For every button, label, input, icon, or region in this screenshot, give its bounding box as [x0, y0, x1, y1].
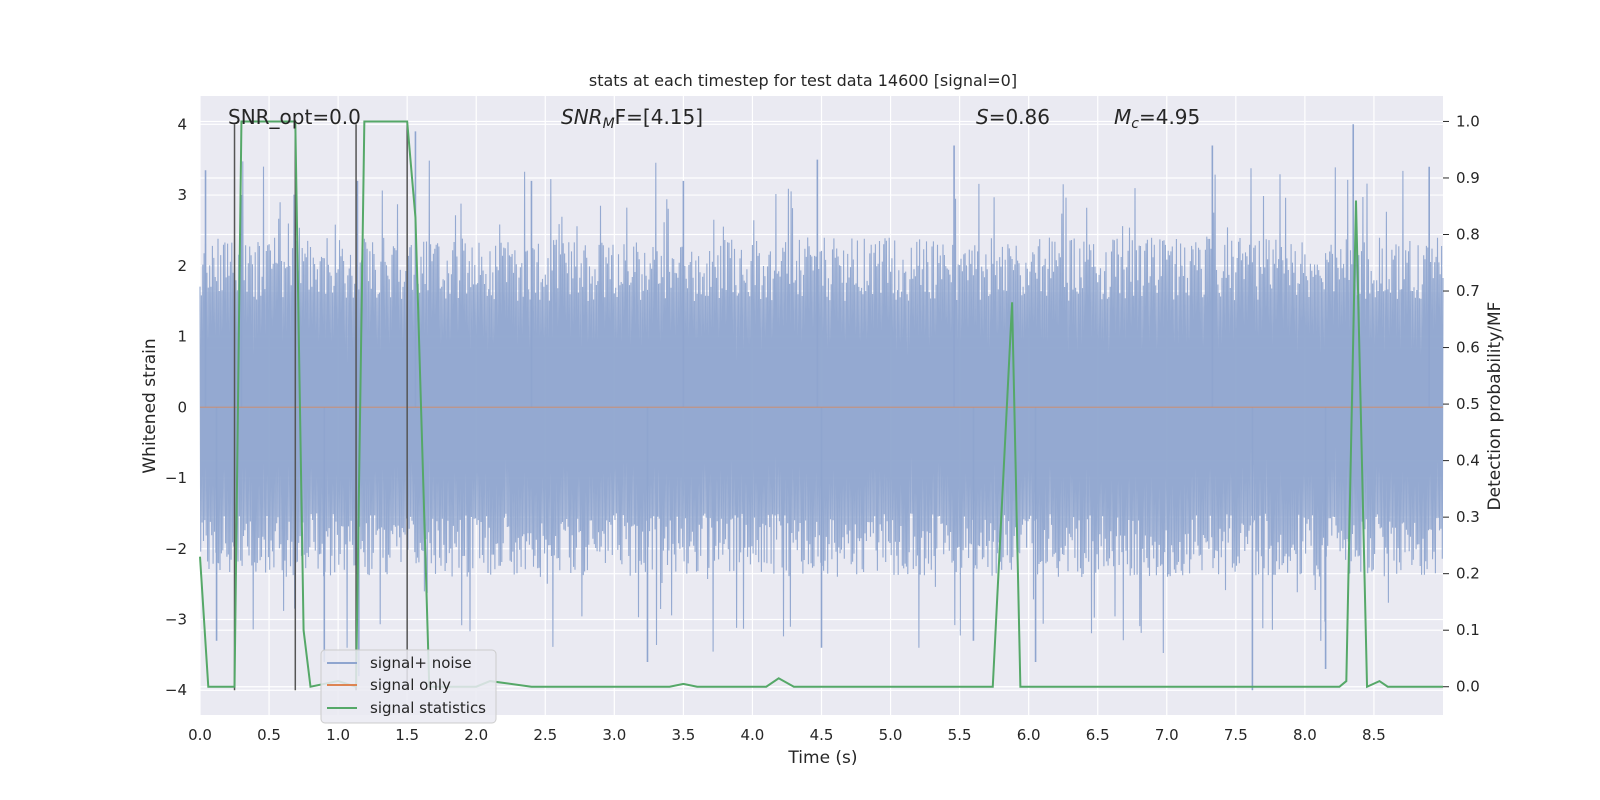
- right-y-tick-label: 0.9: [1456, 169, 1480, 187]
- annotation-s-rest: =0.86: [989, 105, 1050, 129]
- signal-statistics-line: [199, 120, 1443, 689]
- right-y-tick-label: 1.0: [1456, 112, 1480, 130]
- x-tick-label: 0.0: [188, 726, 212, 744]
- annotation-snr-mf-sub: M: [603, 116, 615, 132]
- left-y-tick-label: −2: [165, 540, 187, 558]
- x-tick-label: 5.0: [879, 726, 903, 744]
- annotation-mc: Mc=4.95: [1114, 105, 1200, 132]
- left-y-axis-label: Whitened strain: [140, 338, 160, 473]
- legend-label-signal-plus-noise: signal+ noise: [370, 654, 472, 672]
- annotation-snr-mf: SNRMF=[4.15]: [561, 105, 703, 132]
- legend-box: [320, 649, 497, 724]
- right-y-tick-label: 0.8: [1456, 225, 1480, 243]
- right-y-tick-label: 0.6: [1456, 339, 1480, 357]
- left-y-tick-label: −1: [165, 469, 187, 487]
- x-axis-label: Time (s): [787, 748, 857, 768]
- x-tick-label: 6.0: [1017, 726, 1041, 744]
- x-tick-label: 5.5: [948, 726, 972, 744]
- left-y-tick-label: −3: [165, 610, 187, 628]
- x-tick-label: 6.5: [1086, 726, 1110, 744]
- annotation-snr-opt: SNR_opt=0.0: [228, 105, 361, 129]
- left-y-axis-ticks: −4 −3 −2 −1 0 1 2 3 4: [165, 115, 187, 699]
- right-y-tick-label: 0.7: [1456, 282, 1480, 300]
- x-tick-label: 3.5: [671, 726, 695, 744]
- x-tick-label: 2.0: [464, 726, 488, 744]
- right-y-tick-label: 0.4: [1456, 452, 1480, 470]
- annotation-snr-mf-main: SNR: [561, 105, 603, 129]
- annotation-snr-mf-rest: F=[4.15]: [615, 105, 703, 129]
- left-y-tick-label: −4: [165, 681, 187, 699]
- x-tick-label: 8.5: [1362, 726, 1386, 744]
- x-tick-label: 0.5: [257, 726, 281, 744]
- right-y-axis-ticks: 0.0 0.1 0.2 0.3 0.4 0.5 0.6 0.7 0.8 0.9 1.0: [1443, 112, 1480, 696]
- left-y-tick-label: 4: [177, 115, 187, 133]
- right-y-tick-label: 0.5: [1456, 395, 1480, 413]
- annotation-mc-sub: c: [1131, 116, 1139, 132]
- x-tick-label: 3.0: [602, 726, 626, 744]
- x-tick-label: 2.5: [533, 726, 557, 744]
- marker-lines: [233, 124, 408, 691]
- annotation-mc-rest: =4.95: [1139, 105, 1200, 129]
- x-tick-label: 7.5: [1224, 726, 1248, 744]
- x-tick-label: 4.5: [810, 726, 834, 744]
- x-tick-label: 4.0: [741, 726, 765, 744]
- legend-label-signal-statistics: signal statistics: [370, 699, 486, 717]
- x-tick-label: 7.0: [1155, 726, 1179, 744]
- right-y-tick-label: 0.1: [1456, 621, 1480, 639]
- signal-statistics-trace: [199, 120, 1443, 689]
- right-y-tick-label: 0.0: [1456, 678, 1480, 696]
- left-y-tick-label: 3: [177, 186, 187, 204]
- annotation-mc-main: M: [1114, 105, 1131, 129]
- annotation-s-main: S: [976, 105, 989, 129]
- legend: signal+ noise signal only signal statist…: [320, 649, 497, 724]
- right-y-tick-label: 0.2: [1456, 565, 1480, 583]
- x-axis-ticks: 0.0 0.5 1.0 1.5 2.0 2.5 3.0 3.5 4.0 4.5 5.0 5.5 6.0 6…: [188, 726, 1386, 744]
- left-y-tick-label: 0: [177, 398, 187, 416]
- x-tick-label: 1.0: [326, 726, 350, 744]
- legend-label-signal-only: signal only: [370, 676, 451, 694]
- x-tick-label: 1.5: [395, 726, 419, 744]
- left-y-tick-label: 2: [177, 257, 187, 275]
- x-tick-label: 8.0: [1293, 726, 1317, 744]
- annotation-s: S=0.86: [976, 105, 1050, 129]
- left-y-tick-label: 1: [177, 328, 187, 346]
- right-y-tick-label: 0.3: [1456, 508, 1480, 526]
- right-y-axis-label: Detection probability/MF: [1485, 302, 1505, 511]
- chart-title: stats at each timestep for test data 146…: [589, 71, 1017, 90]
